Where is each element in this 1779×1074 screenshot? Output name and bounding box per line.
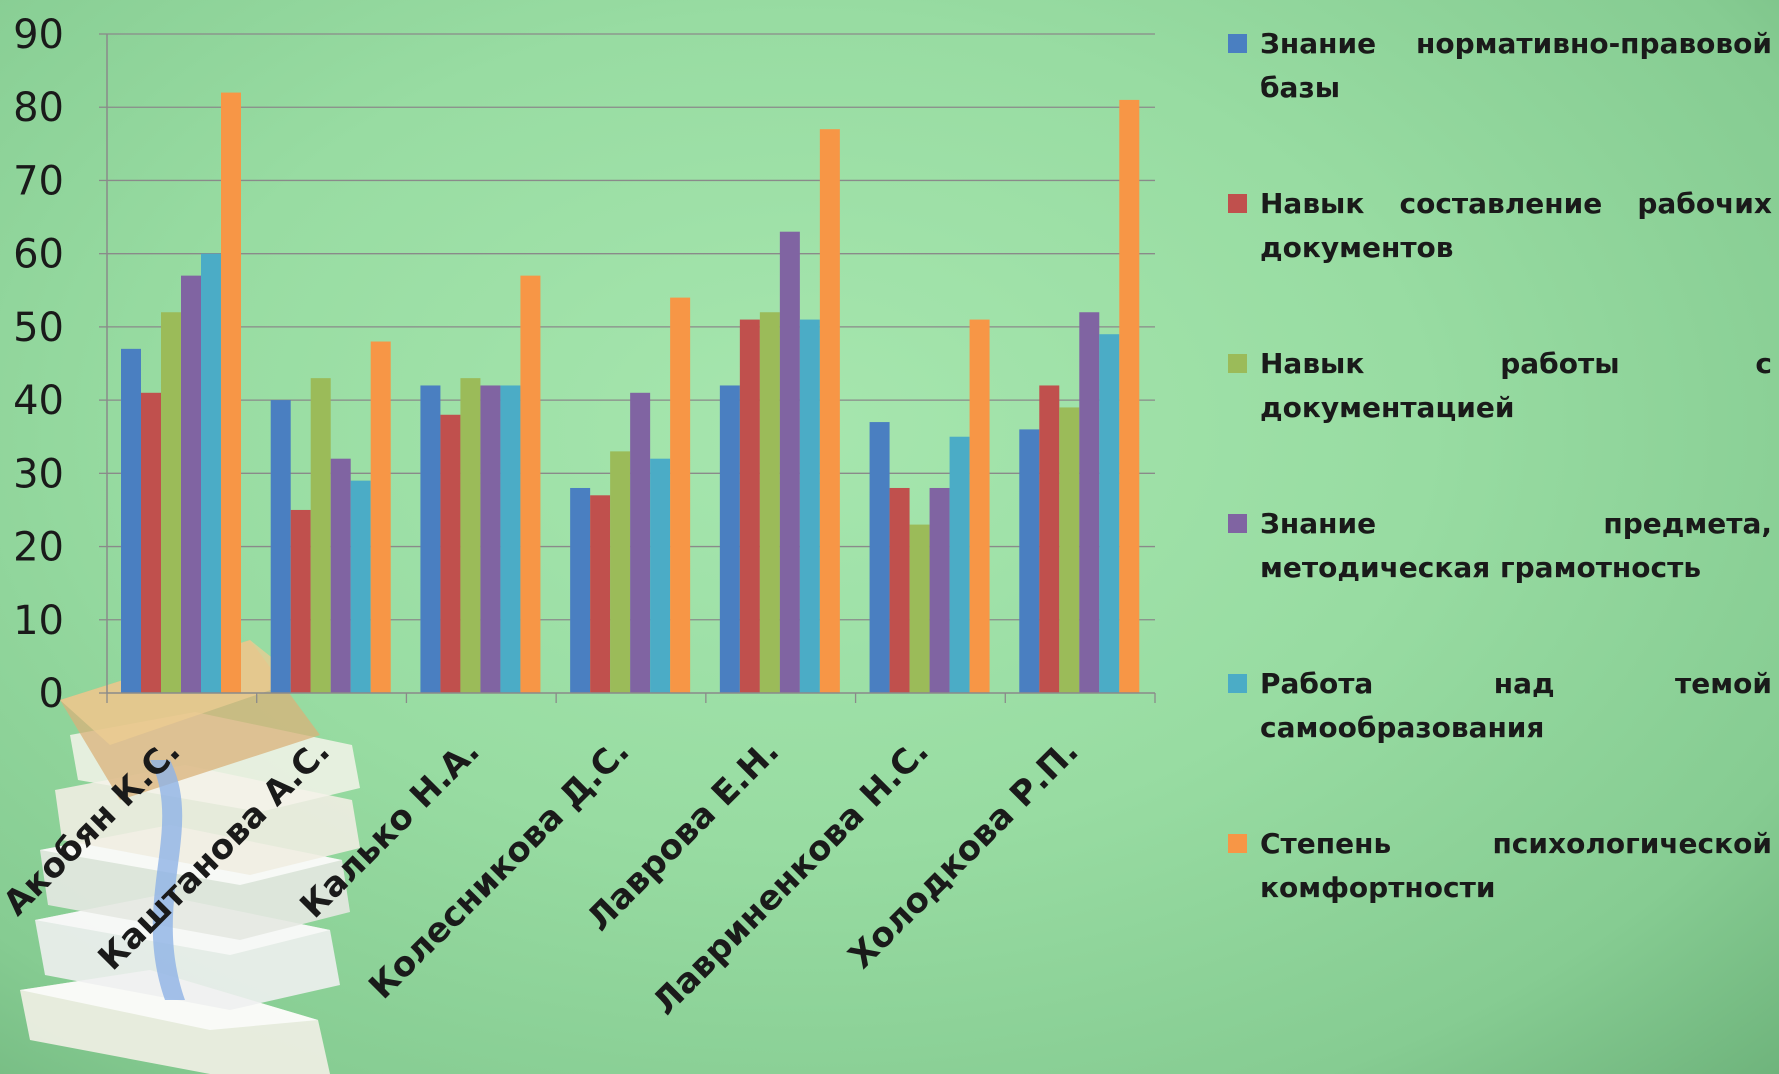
bar xyxy=(420,385,441,693)
legend-swatch-1 xyxy=(1228,194,1247,213)
bar xyxy=(1079,312,1100,693)
bar xyxy=(480,385,501,693)
bar xyxy=(310,378,331,693)
axes xyxy=(99,33,1156,703)
bar xyxy=(610,451,631,693)
bar xyxy=(1059,407,1080,693)
legend-label: Знание нормативно-правовой базы xyxy=(1260,27,1772,104)
bar xyxy=(440,414,461,693)
x-tick-label: Колесникова Д.С. xyxy=(361,731,637,1007)
bar xyxy=(330,458,351,693)
bar xyxy=(819,129,840,693)
legend-swatch-5 xyxy=(1228,834,1247,853)
legend-label: Навык работы с документацией xyxy=(1260,347,1772,424)
bar xyxy=(270,400,291,693)
y-tick-label: 80 xyxy=(13,85,64,131)
y-tick-label: 10 xyxy=(13,598,64,644)
legend-label: Знание предмета, методическая грамотност… xyxy=(1260,507,1772,584)
y-tick-label: 50 xyxy=(13,305,64,351)
bar xyxy=(370,341,391,693)
legend-label: Навык составление рабочих документов xyxy=(1260,187,1772,264)
legend-label: Степень психологической комфортности xyxy=(1260,827,1772,904)
bar xyxy=(630,392,651,693)
legend-item: Знание нормативно-правовой базы xyxy=(1228,22,1772,182)
y-tick-label: 40 xyxy=(13,378,64,424)
y-tick-label: 90 xyxy=(13,12,64,58)
bar xyxy=(1099,334,1120,693)
bar xyxy=(739,319,760,693)
bar xyxy=(590,495,611,693)
bar xyxy=(290,509,311,693)
legend-swatch-4 xyxy=(1228,674,1247,693)
legend-label: Работа над темой самообразования xyxy=(1260,667,1772,744)
legend-item: Работа над темой самообразования xyxy=(1228,662,1772,822)
legend-swatch-2 xyxy=(1228,354,1247,373)
bar xyxy=(500,385,521,693)
bar xyxy=(909,524,930,693)
y-tick-label: 60 xyxy=(13,232,64,278)
y-tick-label: 0 xyxy=(39,671,64,717)
bar xyxy=(520,275,541,693)
bar xyxy=(1119,99,1140,693)
bar xyxy=(350,480,371,693)
bar xyxy=(1039,385,1060,693)
bar xyxy=(201,253,221,693)
bar xyxy=(889,487,910,693)
bar xyxy=(570,487,591,693)
bar xyxy=(181,275,201,693)
legend-item: Навык составление рабочих документов xyxy=(1228,182,1772,342)
bar xyxy=(1019,429,1040,693)
legend-item: Знание предмета, методическая грамотност… xyxy=(1228,502,1772,662)
bar xyxy=(759,312,780,693)
y-tick-label: 30 xyxy=(13,451,64,497)
legend-swatch-3 xyxy=(1228,514,1247,533)
bar xyxy=(670,297,691,693)
bar xyxy=(969,319,990,693)
bar xyxy=(719,385,740,693)
bar xyxy=(460,378,481,693)
bar xyxy=(869,422,890,693)
legend-swatch-0 xyxy=(1228,34,1247,53)
bars xyxy=(121,92,1140,694)
bar xyxy=(141,392,161,693)
legend-item: Навык работы с документацией xyxy=(1228,342,1772,502)
y-tick-label: 20 xyxy=(13,525,64,571)
y-tick-label: 70 xyxy=(13,158,64,204)
bar xyxy=(949,436,970,693)
bar xyxy=(650,458,671,693)
legend-item: Степень психологической комфортности xyxy=(1228,822,1772,982)
bar xyxy=(779,231,800,693)
chart-legend: Знание нормативно-правовой базы Навык со… xyxy=(1228,22,1772,982)
bar xyxy=(929,487,950,693)
bar xyxy=(161,312,181,693)
y-tick-labels: 0 10 20 30 40 50 60 70 80 90 xyxy=(13,12,64,717)
bar xyxy=(799,319,820,693)
x-tick-label: Лавриненкова Н.С. xyxy=(645,731,937,1023)
bar xyxy=(121,348,141,693)
bar xyxy=(221,92,241,694)
